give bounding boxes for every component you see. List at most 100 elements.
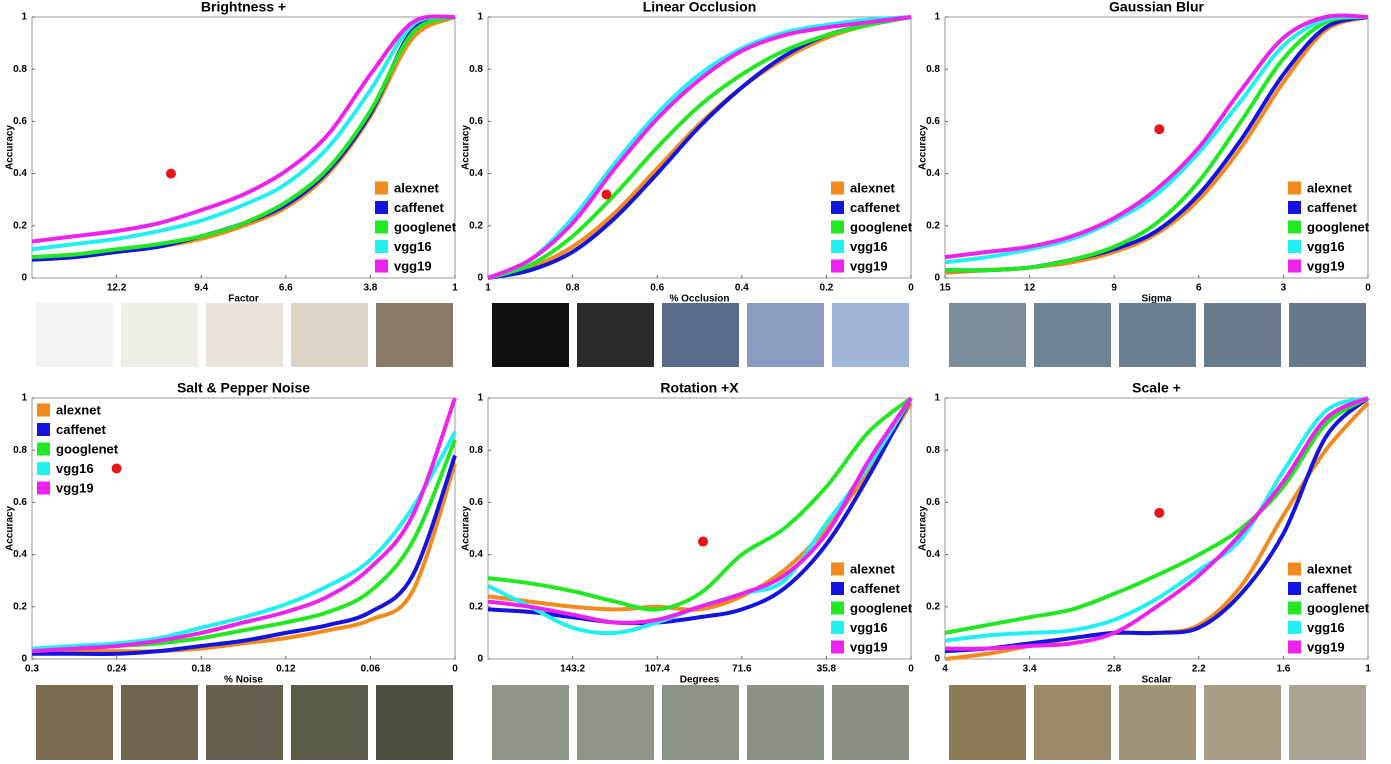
legend-swatch	[831, 601, 844, 615]
y-tick-label: 0.6	[13, 497, 27, 508]
legend-swatch	[831, 562, 844, 576]
thumbnail-image	[577, 303, 654, 367]
marker-point	[698, 536, 709, 547]
thumbnail-image	[832, 685, 909, 760]
chart: Brightness + 0 0.2 0.4 0.6 0.8 1 12.2 9.4 6.6 3.8 1…	[5, 0, 458, 367]
legend-swatch	[1288, 181, 1301, 195]
chart-title: Scale +	[1132, 380, 1181, 396]
series-line	[31, 14, 456, 244]
legend-swatch	[1288, 259, 1301, 273]
thumbnail-image	[376, 685, 453, 760]
thumbnail-image	[747, 685, 824, 760]
x-tick-label: 0	[908, 283, 914, 294]
legend-swatch	[375, 220, 388, 234]
legend-swatch	[37, 442, 50, 456]
thumbnail-image	[36, 303, 113, 367]
legend-swatch	[37, 423, 50, 436]
y-tick-label: 0.6	[469, 116, 483, 127]
x-axis-label: % Occlusion	[669, 294, 729, 305]
y-tick-label: 0.2	[469, 601, 483, 612]
marker-point	[601, 189, 612, 200]
y-tick-label: 0.2	[13, 601, 27, 612]
x-tick-label: 0.4	[735, 283, 749, 294]
y-tick-label: 1	[21, 393, 27, 404]
thumbnail-image	[1204, 303, 1281, 367]
x-tick-label: 6.6	[279, 283, 293, 294]
x-axis-label: Degrees	[680, 675, 720, 686]
x-tick-label: 143.2	[560, 664, 585, 675]
legend-swatch	[831, 240, 844, 253]
plot-frame	[487, 16, 912, 279]
legend-label: alexnet	[56, 402, 101, 417]
legend-swatch	[831, 259, 844, 273]
chart-title: Rotation +X	[660, 380, 739, 396]
x-axis-label: Factor	[228, 294, 259, 305]
series-line	[487, 15, 912, 280]
x-tick-label: 3	[1281, 283, 1287, 294]
x-axis-label: % Noise	[224, 675, 263, 686]
y-tick-label: 0.2	[926, 220, 940, 231]
x-tick-label: 0.06	[361, 664, 381, 675]
series-line	[944, 13, 1369, 260]
chart: Scale + 0 0.2 0.4 0.6 0.8 1 4 3.4 2.8 2.2 1.6 1 Scala…	[918, 380, 1371, 760]
plot-frame	[944, 397, 1369, 660]
y-tick-label: 0.6	[926, 497, 940, 508]
chart-title: Salt & Pepper Noise	[177, 380, 310, 396]
legend-label: caffenet	[850, 581, 901, 596]
x-tick-label: 9.4	[194, 283, 208, 294]
legend-swatch	[37, 481, 50, 495]
x-tick-label: 71.6	[732, 664, 752, 675]
plot-frame	[487, 397, 912, 660]
series-line	[487, 402, 913, 612]
legend-label: vgg19	[850, 258, 888, 273]
plot-frame	[31, 16, 456, 279]
thumbnail-image	[206, 685, 283, 760]
x-tick-label: 0.3	[25, 664, 39, 675]
series-line	[32, 462, 457, 654]
x-tick-label: 0.18	[191, 664, 211, 675]
x-tick-label: 2.2	[1192, 664, 1206, 675]
y-tick-label: 1	[21, 12, 27, 23]
legend-label: googlenet	[394, 219, 457, 234]
legend-label: googlenet	[56, 441, 119, 456]
thumbnail-image	[1034, 685, 1111, 760]
legend-swatch	[37, 462, 50, 475]
thumbnail-image	[662, 303, 739, 367]
y-tick-label: 0.6	[926, 116, 940, 127]
legend-label: caffenet	[394, 200, 445, 215]
y-tick-label: 1	[934, 393, 940, 404]
legend-swatch	[1288, 582, 1301, 595]
legend-swatch	[831, 582, 844, 595]
x-tick-label: 6	[1196, 283, 1202, 294]
series-line	[944, 14, 1369, 265]
thumbnail-image	[1119, 685, 1196, 760]
marker-point	[165, 168, 176, 179]
legend-swatch	[831, 201, 844, 214]
legend-swatch	[1288, 601, 1301, 615]
legend-swatch	[831, 621, 844, 634]
x-tick-label: 1	[452, 283, 458, 294]
y-axis-label: Accuracy	[5, 506, 16, 551]
series-line	[944, 396, 1369, 651]
x-axis-label: Scalar	[1141, 675, 1171, 686]
plot-frame	[944, 16, 1369, 279]
thumbnail-image	[949, 685, 1026, 760]
thumbnail-image	[291, 303, 368, 367]
legend-label: caffenet	[1307, 200, 1358, 215]
thumbnail-image	[577, 685, 654, 760]
x-tick-label: 107.4	[645, 664, 670, 675]
legend-label: googlenet	[850, 600, 913, 615]
series-line	[487, 396, 913, 625]
legend-label: alexnet	[1307, 561, 1352, 576]
legend-label: vgg16	[56, 461, 94, 476]
thumbnail-image	[492, 685, 569, 760]
thumbnail-image	[1289, 303, 1366, 367]
legend-label: vgg16	[850, 620, 888, 635]
marker-point	[111, 463, 122, 474]
thumbnail-image	[747, 303, 824, 367]
x-tick-label: 35.8	[817, 664, 837, 675]
y-tick-label: 1	[934, 12, 940, 23]
legend-label: caffenet	[56, 422, 107, 437]
y-tick-label: 0.8	[926, 445, 940, 456]
